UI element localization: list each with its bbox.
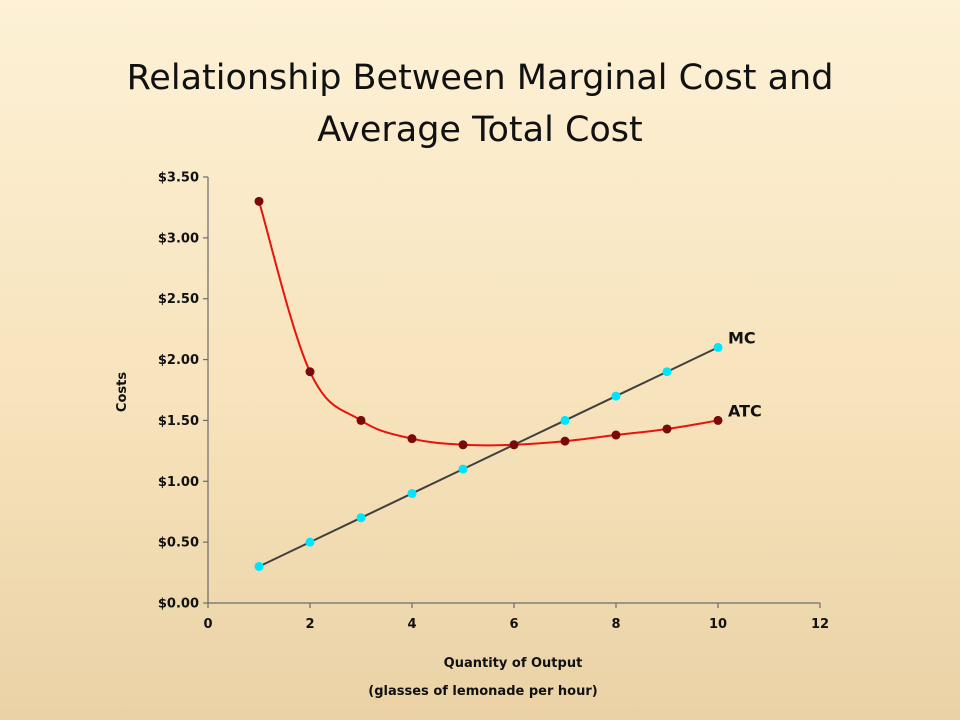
atc-point <box>458 440 468 450</box>
atc-point <box>305 367 315 377</box>
x-tick-label: 12 <box>811 617 829 632</box>
y-tick-label: $1.00 <box>158 475 199 490</box>
y-tick-label: $0.50 <box>158 536 199 551</box>
atc-point <box>407 434 417 444</box>
y-tick-label: $3.50 <box>158 171 199 186</box>
chart-axes: $0.00 $0.50 $1.00 $1.50 $2.00 $2.50 $3.00 $3.50… <box>158 171 829 633</box>
mc-point <box>305 537 315 547</box>
y-tick-label: $2.00 <box>158 353 199 368</box>
atc-point <box>611 430 621 440</box>
atc-point <box>713 415 723 425</box>
mc-point <box>662 367 672 377</box>
atc-point <box>254 196 264 206</box>
mc-point <box>713 342 723 352</box>
x-tick-label: 2 <box>305 617 314 632</box>
mc-point <box>356 513 366 523</box>
chart-series: MC ATC <box>254 196 762 571</box>
x-tick-label: 6 <box>509 617 518 632</box>
y-axis-title: Costs <box>115 372 130 412</box>
slide-title-line-1: Relationship Between Marginal Cost and <box>126 58 834 98</box>
atc-point <box>560 436 570 446</box>
atc-series: ATC <box>254 196 762 450</box>
y-tick-label: $0.00 <box>158 597 199 612</box>
atc-point <box>662 424 672 434</box>
atc-point <box>356 415 366 425</box>
x-tick-label: 0 <box>203 617 212 632</box>
mc-label: MC <box>728 328 756 347</box>
mc-point <box>254 561 264 571</box>
slide-title: Relationship Between Marginal Cost and A… <box>0 52 960 156</box>
mc-series: MC <box>254 328 756 571</box>
mc-line <box>258 346 719 568</box>
x-axis-title-line-1: Quantity of Output <box>444 656 583 671</box>
y-tick-label: $2.50 <box>158 292 199 307</box>
atc-line <box>258 201 719 447</box>
x-tick-label: 8 <box>611 617 620 632</box>
mc-point <box>611 391 621 401</box>
mc-point <box>560 415 570 425</box>
y-tick-label: $3.00 <box>158 231 199 246</box>
x-tick-label: 4 <box>407 617 416 632</box>
mc-point <box>458 464 468 474</box>
atc-label: ATC <box>728 401 762 420</box>
atc-point <box>509 440 519 450</box>
slide-title-line-2: Average Total Cost <box>317 110 643 150</box>
y-tick-label: $1.50 <box>158 414 199 429</box>
mc-point <box>407 488 417 498</box>
x-axis-title-line-2: (glasses of lemonade per hour) <box>368 684 597 699</box>
x-tick-label: 10 <box>709 617 727 632</box>
